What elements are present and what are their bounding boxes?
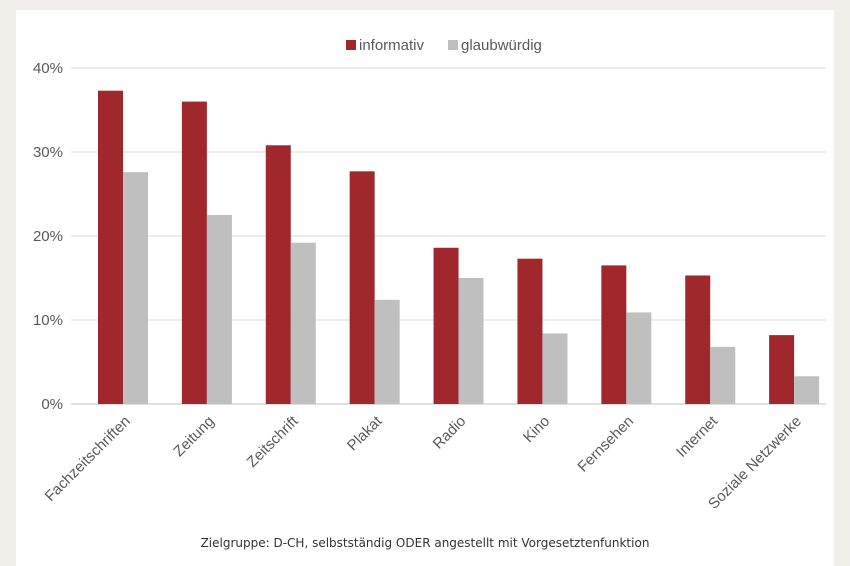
y-tick-label: 0% xyxy=(41,396,63,413)
y-tick-label: 30% xyxy=(33,144,63,161)
bar-chart: 0% 10% 20% 30% 40% Fachzeitschriften Zeitung Ze… xyxy=(33,37,826,513)
legend-label: glaubwürdig xyxy=(461,37,542,54)
bar-informativ xyxy=(517,258,543,404)
chart-caption: Zielgruppe: D-CH, selbstständig ODER ang… xyxy=(200,536,650,550)
x-category-label: Fachzeitschriften xyxy=(42,413,134,505)
legend-swatch xyxy=(448,40,458,50)
bar-informativ xyxy=(265,145,291,404)
bar-glaubwürdig xyxy=(123,172,148,404)
bar-glaubwürdig xyxy=(626,312,652,404)
x-category-label: Fernsehen xyxy=(574,413,637,476)
bar-glaubwürdig xyxy=(710,346,736,404)
bar-informativ xyxy=(98,90,123,405)
y-tick-label: 20% xyxy=(33,228,63,245)
bar-glaubwürdig xyxy=(374,299,400,404)
x-category-label: Zeitschrift xyxy=(244,412,303,471)
bar-glaubwürdig xyxy=(458,278,484,404)
bar-informativ xyxy=(433,247,459,404)
legend-label: informativ xyxy=(359,37,425,54)
x-category-label: Radio xyxy=(430,413,470,453)
bar-informativ xyxy=(769,335,795,404)
legend-swatch xyxy=(346,40,356,50)
chart-card: 0% 10% 20% 30% 40% Fachzeitschriften Zeitung Ze… xyxy=(16,10,834,566)
bar-informativ xyxy=(601,265,627,404)
x-category-label: Zeitung xyxy=(170,413,217,460)
x-category-label: Plakat xyxy=(344,412,386,454)
y-tick-label: 40% xyxy=(33,60,63,77)
bar-glaubwürdig xyxy=(206,215,232,404)
bar-glaubwürdig xyxy=(794,376,820,404)
y-tick-label: 10% xyxy=(33,312,63,329)
bar-glaubwürdig xyxy=(290,242,316,404)
x-category-label: Soziale Netzwerke xyxy=(705,413,805,513)
bar-glaubwürdig xyxy=(542,333,568,404)
bar-informativ xyxy=(685,275,711,404)
x-category-label: Internet xyxy=(673,412,722,461)
bar-informativ xyxy=(349,171,375,404)
x-category-label: Kino xyxy=(520,413,553,446)
bar-informativ xyxy=(181,101,207,404)
